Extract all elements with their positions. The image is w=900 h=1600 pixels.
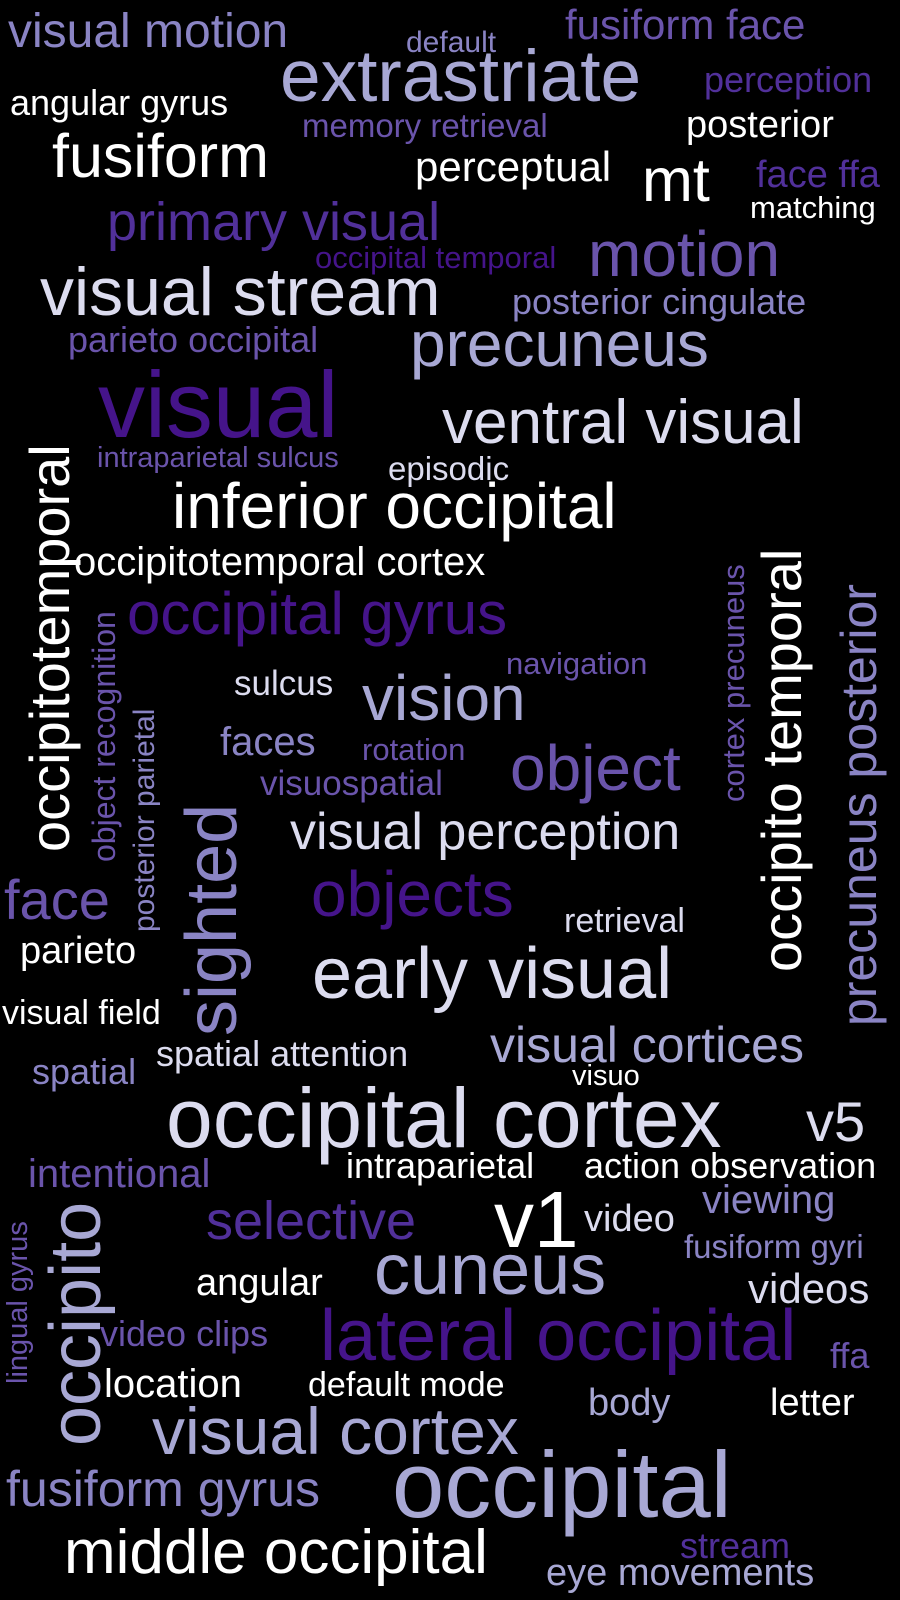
word-occipitotemporal: occipitotemporal	[18, 444, 81, 852]
word-perceptual: perceptual	[415, 143, 612, 190]
word-sulcus: sulcus	[234, 664, 334, 703]
word-ffa: ffa	[830, 1335, 870, 1376]
word-action-observation: action observation	[584, 1145, 877, 1186]
word-visual: visual	[98, 352, 339, 457]
word-occipital-cortex: occipital cortex	[166, 1071, 722, 1165]
word-navigation: navigation	[506, 646, 648, 681]
word-parieto: parieto	[20, 930, 137, 972]
word-lateral-occipital: lateral occipital	[320, 1296, 797, 1376]
word-visuospatial: visuospatial	[260, 764, 443, 803]
word-spatial: spatial	[32, 1051, 137, 1092]
word-visual-motion: visual motion	[8, 5, 289, 58]
word-v1: v1	[494, 1175, 579, 1264]
word-video: video	[584, 1198, 675, 1240]
word-fusiform-gyri: fusiform gyri	[684, 1228, 864, 1265]
word-rotation: rotation	[362, 732, 466, 767]
word-precuneus: precuneus	[410, 308, 709, 380]
word-posterior: posterior	[686, 104, 834, 146]
word-default-mode: default mode	[308, 1366, 505, 1404]
word-motion: motion	[588, 218, 781, 290]
word-object: object	[510, 732, 681, 804]
word-vision: vision	[362, 662, 526, 734]
word-occipital-gyrus: occipital gyrus	[127, 580, 508, 647]
word-cuneus: cuneus	[374, 1230, 607, 1310]
word-stream: stream	[680, 1525, 791, 1566]
word-matching: matching	[750, 190, 876, 225]
word-intraparietal: intraparietal	[346, 1145, 535, 1186]
word-primary-visual: primary visual	[107, 192, 441, 252]
word-spatial-attention: spatial attention	[156, 1033, 409, 1074]
word-posterior-parietal: posterior parietal	[128, 708, 161, 932]
word-sighted: sighted	[172, 803, 252, 1036]
word-visual-perception: visual perception	[290, 803, 681, 861]
word-extrastriate: extrastriate	[280, 36, 642, 117]
word-inferior-occipital: inferior occipital	[172, 470, 617, 542]
word-fusiform-gyrus: fusiform gyrus	[6, 1461, 320, 1517]
word-visual-field: visual field	[2, 994, 161, 1032]
word-v5: v5	[806, 1090, 866, 1153]
word-precuneus-posterior: precuneus posterior	[831, 584, 887, 1026]
word-visual-cortices: visual cortices	[490, 1017, 804, 1073]
word-objects: objects	[311, 858, 514, 930]
word-visual-cortex: visual cortex	[152, 1394, 519, 1468]
word-episodic: episodic	[388, 450, 510, 487]
word-angular-gyrus: angular gyrus	[10, 82, 229, 123]
word-visuo: visuo	[572, 1060, 640, 1092]
word-face-ffa: face ffa	[756, 154, 880, 196]
word-mt: mt	[642, 146, 710, 214]
word-selective: selective	[206, 1191, 417, 1251]
word-videos: videos	[748, 1265, 870, 1312]
word-face: face	[4, 868, 110, 931]
word-video-clips: video clips	[100, 1313, 269, 1354]
word-posterior-cingulate: posterior cingulate	[512, 281, 807, 322]
word-fusiform-face: fusiform face	[565, 1, 806, 48]
word-default: default	[406, 26, 497, 59]
word-memory-retrieval: memory retrieval	[302, 107, 548, 144]
word-body: body	[588, 1382, 671, 1424]
word-faces: faces	[220, 720, 316, 764]
word-retrieval: retrieval	[564, 902, 685, 940]
word-visual-stream: visual stream	[40, 254, 441, 330]
word-occipital: occipital	[392, 1432, 732, 1537]
word-ventral-visual: ventral visual	[442, 388, 804, 457]
word-occipito-temporal: occipito temporal	[750, 548, 813, 972]
word-occipito: occipito	[36, 1201, 116, 1446]
word-occipital-temporal: occipital temporal	[315, 240, 557, 275]
word-intraparietal-sulcus: intraparietal sulcus	[97, 442, 339, 474]
word-location: location	[104, 1362, 242, 1406]
word-occipitotemporal-cortex: occipitotemporal cortex	[74, 540, 486, 584]
word-letter: letter	[770, 1382, 855, 1424]
word-parieto-occipital: parieto occipital	[68, 319, 319, 360]
word-intentional: intentional	[28, 1152, 211, 1196]
word-object-recognition: object recognition	[86, 611, 122, 862]
word-perception: perception	[704, 59, 873, 100]
word-angular: angular	[196, 1262, 323, 1304]
word-cortex-precuneus: cortex precuneus	[716, 564, 751, 802]
word-viewing: viewing	[702, 1178, 836, 1222]
word-eye-movements: eye movements	[546, 1552, 815, 1594]
word-fusiform: fusiform	[52, 122, 269, 190]
word-middle-occipital: middle occipital	[64, 1518, 488, 1587]
word-early-visual: early visual	[312, 934, 673, 1014]
word-lingual-gyrus: lingual gyrus	[2, 1221, 34, 1384]
